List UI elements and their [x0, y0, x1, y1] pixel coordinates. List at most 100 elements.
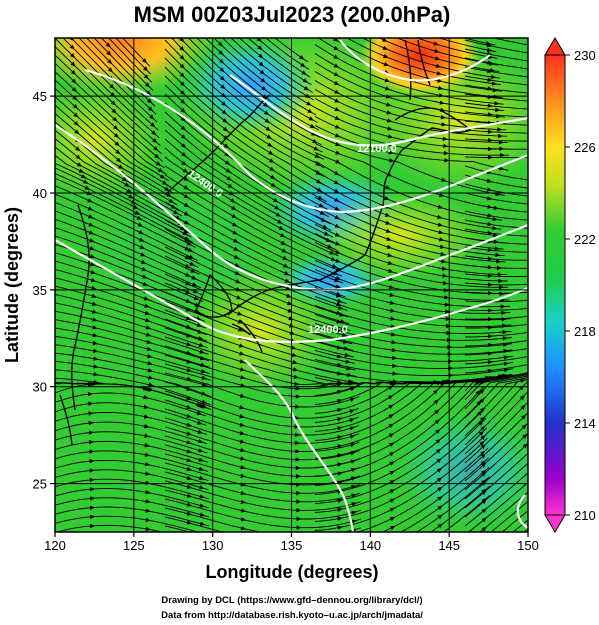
streamline [464, 472, 528, 527]
streamline-arrow [74, 129, 80, 135]
streamline [55, 488, 209, 509]
streamline-arrow [295, 465, 301, 471]
streamline-arrow [239, 367, 246, 372]
streamline-arrow [444, 158, 450, 163]
grid-lines [55, 38, 528, 532]
streamline-arrow [342, 339, 349, 344]
streamline-arrow [93, 372, 99, 377]
streamline-arrow [105, 42, 111, 48]
streamline [55, 294, 208, 342]
streamline-arrow [141, 267, 147, 272]
streamline [55, 421, 208, 445]
streamline-arrow [78, 168, 85, 173]
streamline [55, 243, 203, 302]
streamline [164, 84, 327, 203]
streamline-arrow [333, 72, 340, 77]
streamline-arrow [389, 507, 396, 512]
streamline [464, 299, 528, 303]
streamline-arrow [93, 364, 99, 369]
streamline-arrow [387, 252, 393, 257]
streamline-arrow [498, 285, 504, 290]
streamline-arrow [307, 108, 313, 114]
streamline-arrow [386, 110, 392, 115]
streamline-arrow [240, 517, 247, 522]
streamline-arrow [346, 372, 353, 377]
streamline-arrow [240, 465, 246, 470]
streamline-arrow [182, 168, 188, 173]
streamline-arrow [71, 87, 77, 93]
streamline-arrow [223, 143, 229, 149]
streamline-arrow [492, 376, 499, 381]
streamline-arrow [349, 418, 355, 423]
streamline-arrow [80, 174, 87, 179]
streamline-arrow [333, 180, 340, 185]
streamline-arrow [179, 72, 185, 78]
streamline-arrow [338, 305, 344, 310]
streamline-arrow [295, 404, 301, 409]
streamline-arrow [334, 232, 341, 237]
streamline-arrow [487, 282, 493, 287]
streamline-arrow [148, 382, 154, 387]
streamline [122, 38, 151, 67]
streamline [464, 219, 528, 229]
streamline-arrow [72, 95, 78, 101]
streamline-arrow [234, 262, 240, 268]
streamline-arrow [439, 244, 446, 249]
streamline [396, 38, 499, 66]
streamline [230, 38, 315, 101]
streamline-arrow [218, 50, 224, 56]
streamline [400, 466, 490, 532]
streamline-arrow [322, 224, 328, 229]
streamline [314, 241, 508, 288]
streamline-arrow [499, 291, 505, 296]
colorbar-tick-label: 230 [574, 48, 596, 63]
streamline-arrow [183, 202, 190, 208]
streamline-arrow [296, 508, 302, 513]
streamline-arrow [335, 150, 341, 155]
y-axis-label: Latitude (degrees) [2, 207, 22, 363]
streamline-arrow [89, 468, 95, 473]
streamline-arrow [341, 332, 348, 337]
streamline-arrow [303, 85, 310, 91]
streamline-arrow [503, 355, 509, 360]
streamline-arrow [113, 125, 119, 130]
streamline-arrow [487, 325, 493, 330]
y-tick-label: 40 [33, 186, 47, 201]
streamline-arrow [487, 256, 493, 261]
streamline-arrow [386, 244, 393, 249]
streamline [464, 462, 528, 518]
streamline-arrow [258, 53, 264, 59]
streamline-arrow [198, 466, 205, 471]
streamline-arrow [179, 38, 185, 43]
streamline [164, 417, 360, 452]
streamline-arrow [335, 275, 341, 281]
streamline-arrow [199, 485, 205, 490]
streamline [70, 38, 158, 123]
streamline [55, 210, 200, 275]
streamline-arrow [87, 198, 93, 203]
streamline-arrow [180, 116, 186, 122]
streamline-arrow [91, 293, 97, 298]
streamline-arrow [87, 382, 93, 387]
streamline-arrow [433, 389, 439, 395]
streamline-arrow [385, 102, 392, 107]
streamline [465, 0, 599, 33]
streamline [314, 313, 512, 341]
streamline-arrow [113, 133, 119, 139]
streamline [55, 235, 203, 296]
streamline-arrow [334, 223, 341, 228]
streamline [464, 364, 528, 374]
streamline [416, 38, 498, 59]
streamline-arrow [239, 430, 245, 436]
streamline-arrow [388, 150, 394, 155]
streamline-arrow [490, 74, 497, 80]
streamline-arrow [220, 84, 226, 90]
colorbar-tick-label: 210 [574, 508, 596, 523]
streamline [164, 516, 224, 532]
streamline-arrow [140, 259, 147, 264]
streamline [55, 154, 187, 228]
streamline [164, 273, 353, 345]
contour-label: 12400.0 [308, 324, 348, 336]
streamline-arrow [138, 230, 144, 235]
streamline-arrow [199, 521, 206, 526]
